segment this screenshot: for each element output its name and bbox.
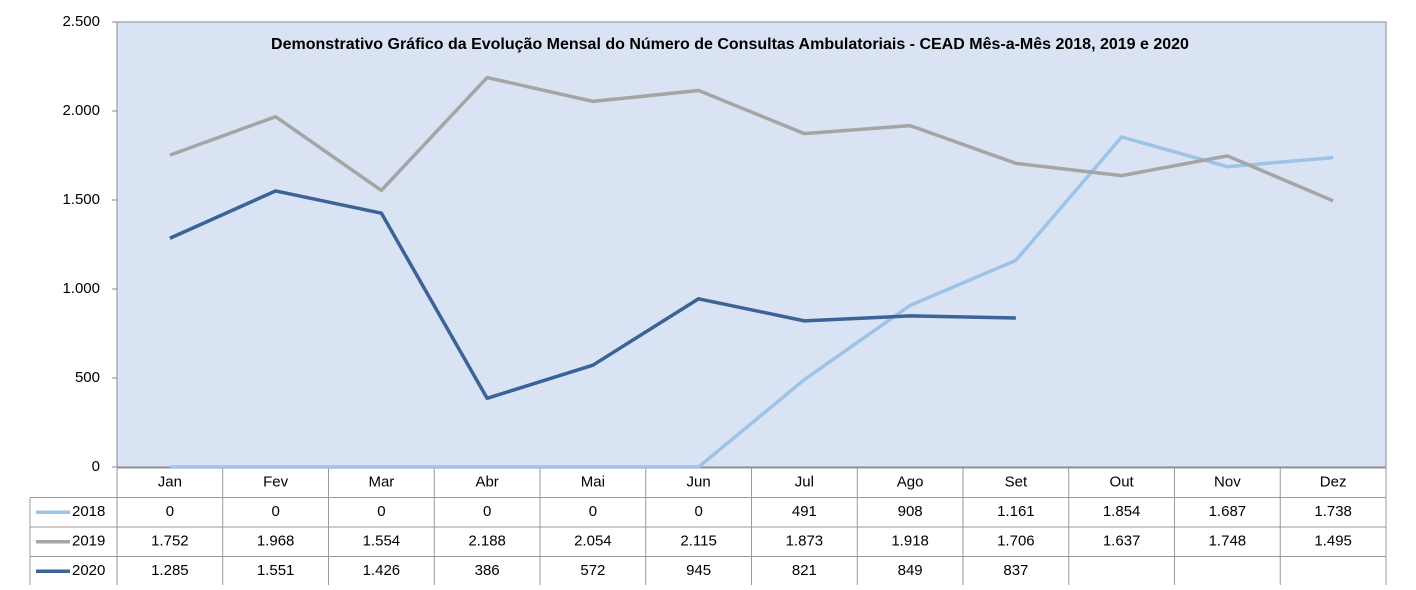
y-tick-label: 500 bbox=[75, 369, 100, 386]
table-value: 1.285 bbox=[151, 562, 189, 579]
table-value: 1.551 bbox=[257, 562, 295, 579]
table-value: 1.706 bbox=[997, 533, 1035, 550]
table-value: 837 bbox=[1003, 562, 1028, 579]
table-value: 1.554 bbox=[363, 533, 401, 550]
x-tick-label: Set bbox=[1005, 474, 1028, 491]
table-value: 386 bbox=[475, 562, 500, 579]
x-tick-label: Ago bbox=[897, 474, 924, 491]
table-value: 945 bbox=[686, 562, 711, 579]
x-tick-label: Dez bbox=[1320, 474, 1347, 491]
table-value: 491 bbox=[792, 503, 817, 520]
table-value: 2.054 bbox=[574, 533, 612, 550]
y-tick-label: 2.500 bbox=[62, 13, 100, 30]
table-value: 1.161 bbox=[997, 503, 1035, 520]
series-line bbox=[169, 135, 1334, 469]
x-tick-label: Jun bbox=[687, 474, 711, 491]
x-tick-label: Jul bbox=[795, 474, 814, 491]
table-value: 1.687 bbox=[1209, 503, 1247, 520]
table-value: 821 bbox=[792, 562, 817, 579]
table-value: 0 bbox=[589, 503, 597, 520]
table-value: 1.738 bbox=[1314, 503, 1352, 520]
legend-label: 2020 bbox=[72, 562, 105, 579]
y-tick-label: 1.000 bbox=[62, 280, 100, 297]
table-value: 1.426 bbox=[363, 562, 401, 579]
x-tick-label: Jan bbox=[158, 474, 182, 491]
x-tick-label: Mar bbox=[368, 474, 394, 491]
table-value: 908 bbox=[898, 503, 923, 520]
x-tick-label: Mai bbox=[581, 474, 605, 491]
table-value: 1.968 bbox=[257, 533, 295, 550]
table-value: 1.854 bbox=[1103, 503, 1141, 520]
x-tick-label: Nov bbox=[1214, 474, 1241, 491]
plot-area bbox=[116, 21, 1387, 468]
table-value: 0 bbox=[271, 503, 279, 520]
table-value: 2.115 bbox=[680, 533, 716, 550]
table-value: 849 bbox=[898, 562, 923, 579]
legend-label: 2019 bbox=[72, 533, 105, 550]
table-value: 0 bbox=[166, 503, 174, 520]
x-tick-label: Fev bbox=[263, 474, 289, 491]
table-value: 1.637 bbox=[1103, 533, 1141, 550]
y-tick-label: 1.500 bbox=[62, 191, 100, 208]
table-value: 1.918 bbox=[891, 533, 929, 550]
series-line bbox=[169, 75, 1334, 203]
x-tick-label: Out bbox=[1110, 474, 1135, 491]
table-value: 0 bbox=[377, 503, 385, 520]
table-value: 572 bbox=[580, 562, 605, 579]
table-value: 1.495 bbox=[1314, 533, 1352, 550]
table-value: 1.873 bbox=[786, 533, 824, 550]
y-tick-label: 0 bbox=[92, 458, 100, 475]
x-tick-label: Abr bbox=[475, 474, 498, 491]
table-value: 1.752 bbox=[151, 533, 189, 550]
legend-label: 2018 bbox=[72, 503, 105, 520]
chart-title: Demonstrativo Gráfico da Evolução Mensal… bbox=[271, 36, 1189, 53]
y-tick-label: 2.000 bbox=[62, 102, 100, 119]
series-line bbox=[169, 189, 1016, 401]
table-value: 1.748 bbox=[1209, 533, 1247, 550]
table-value: 0 bbox=[694, 503, 702, 520]
table-value: 2.188 bbox=[468, 533, 506, 550]
table-value: 0 bbox=[483, 503, 491, 520]
